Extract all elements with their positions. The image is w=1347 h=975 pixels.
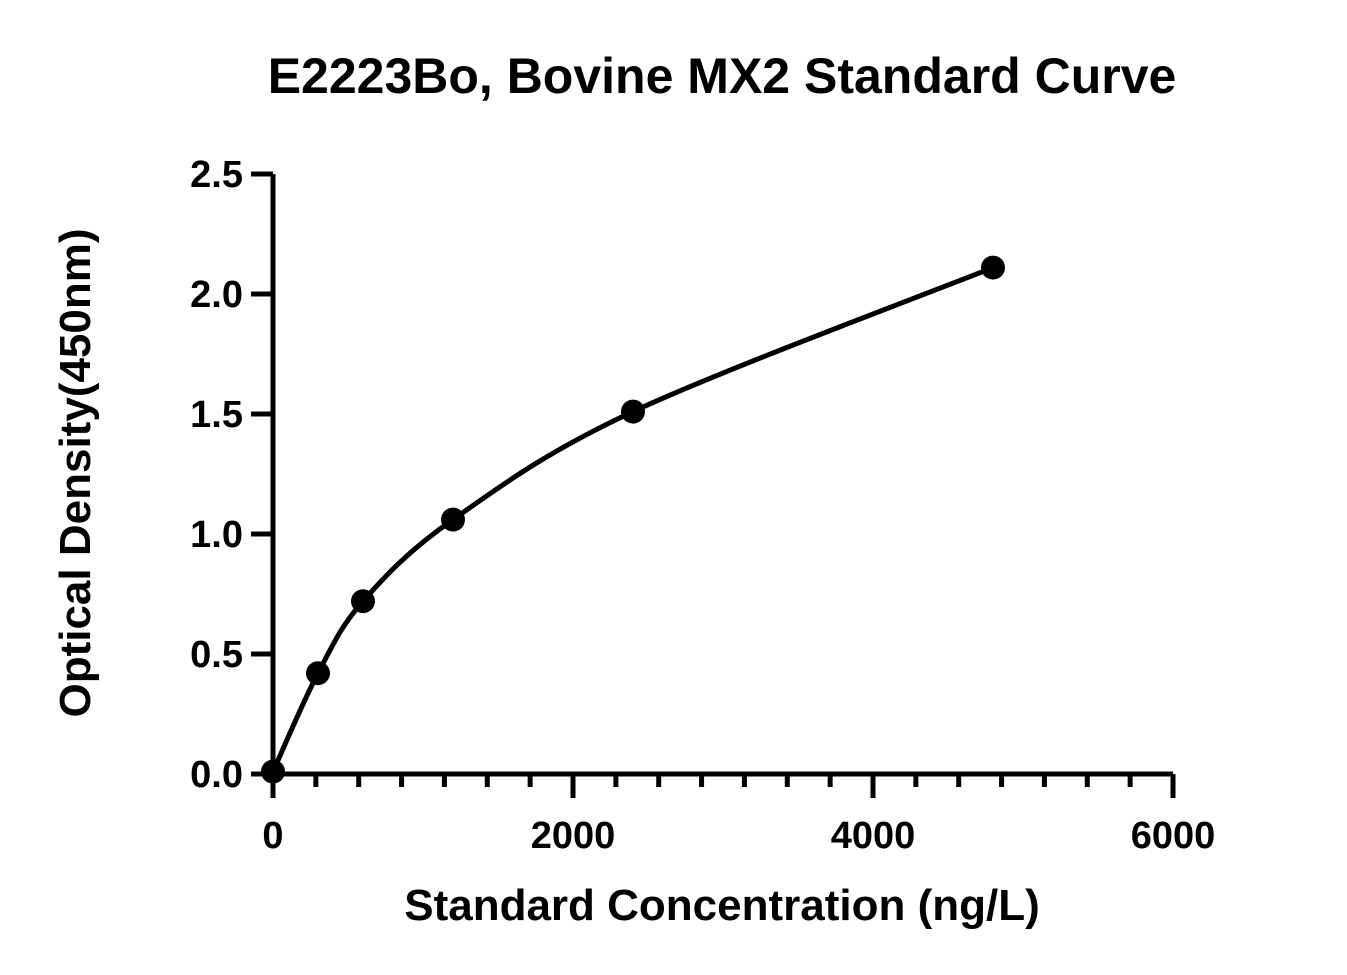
data-point — [621, 399, 645, 424]
data-point — [306, 661, 330, 686]
data-point — [261, 759, 285, 784]
y-tick-label: 0.5 — [190, 634, 243, 676]
data-point — [441, 507, 465, 532]
x-tick-label: 2000 — [531, 815, 616, 857]
fit-curve — [270, 265, 996, 775]
y-tick-label: 2.5 — [190, 154, 243, 196]
y-tick-label: 1.5 — [190, 394, 243, 436]
x-tick-label: 6000 — [1131, 815, 1216, 857]
y-tick-label: 1.0 — [190, 514, 243, 556]
data-point — [351, 589, 375, 614]
y-axis: 0.0 0.5 1.0 1.5 2.0 2.5 — [190, 154, 276, 796]
y-tick-label: 0.0 — [190, 754, 243, 796]
chart-title: E2223Bo, Bovine MX2 Standard Curve — [268, 48, 1177, 104]
x-tick-label: 0 — [262, 815, 283, 857]
data-point — [981, 255, 1005, 280]
x-axis-label: Standard Concentration (ng/L) — [404, 881, 1040, 930]
y-axis-label: Optical Density(450nm) — [51, 228, 100, 717]
x-tick-label: 4000 — [831, 815, 916, 857]
x-axis: 0 2000 4000 6000 — [262, 771, 1216, 857]
data-points — [261, 255, 1005, 784]
y-tick-label: 2.0 — [190, 274, 243, 316]
